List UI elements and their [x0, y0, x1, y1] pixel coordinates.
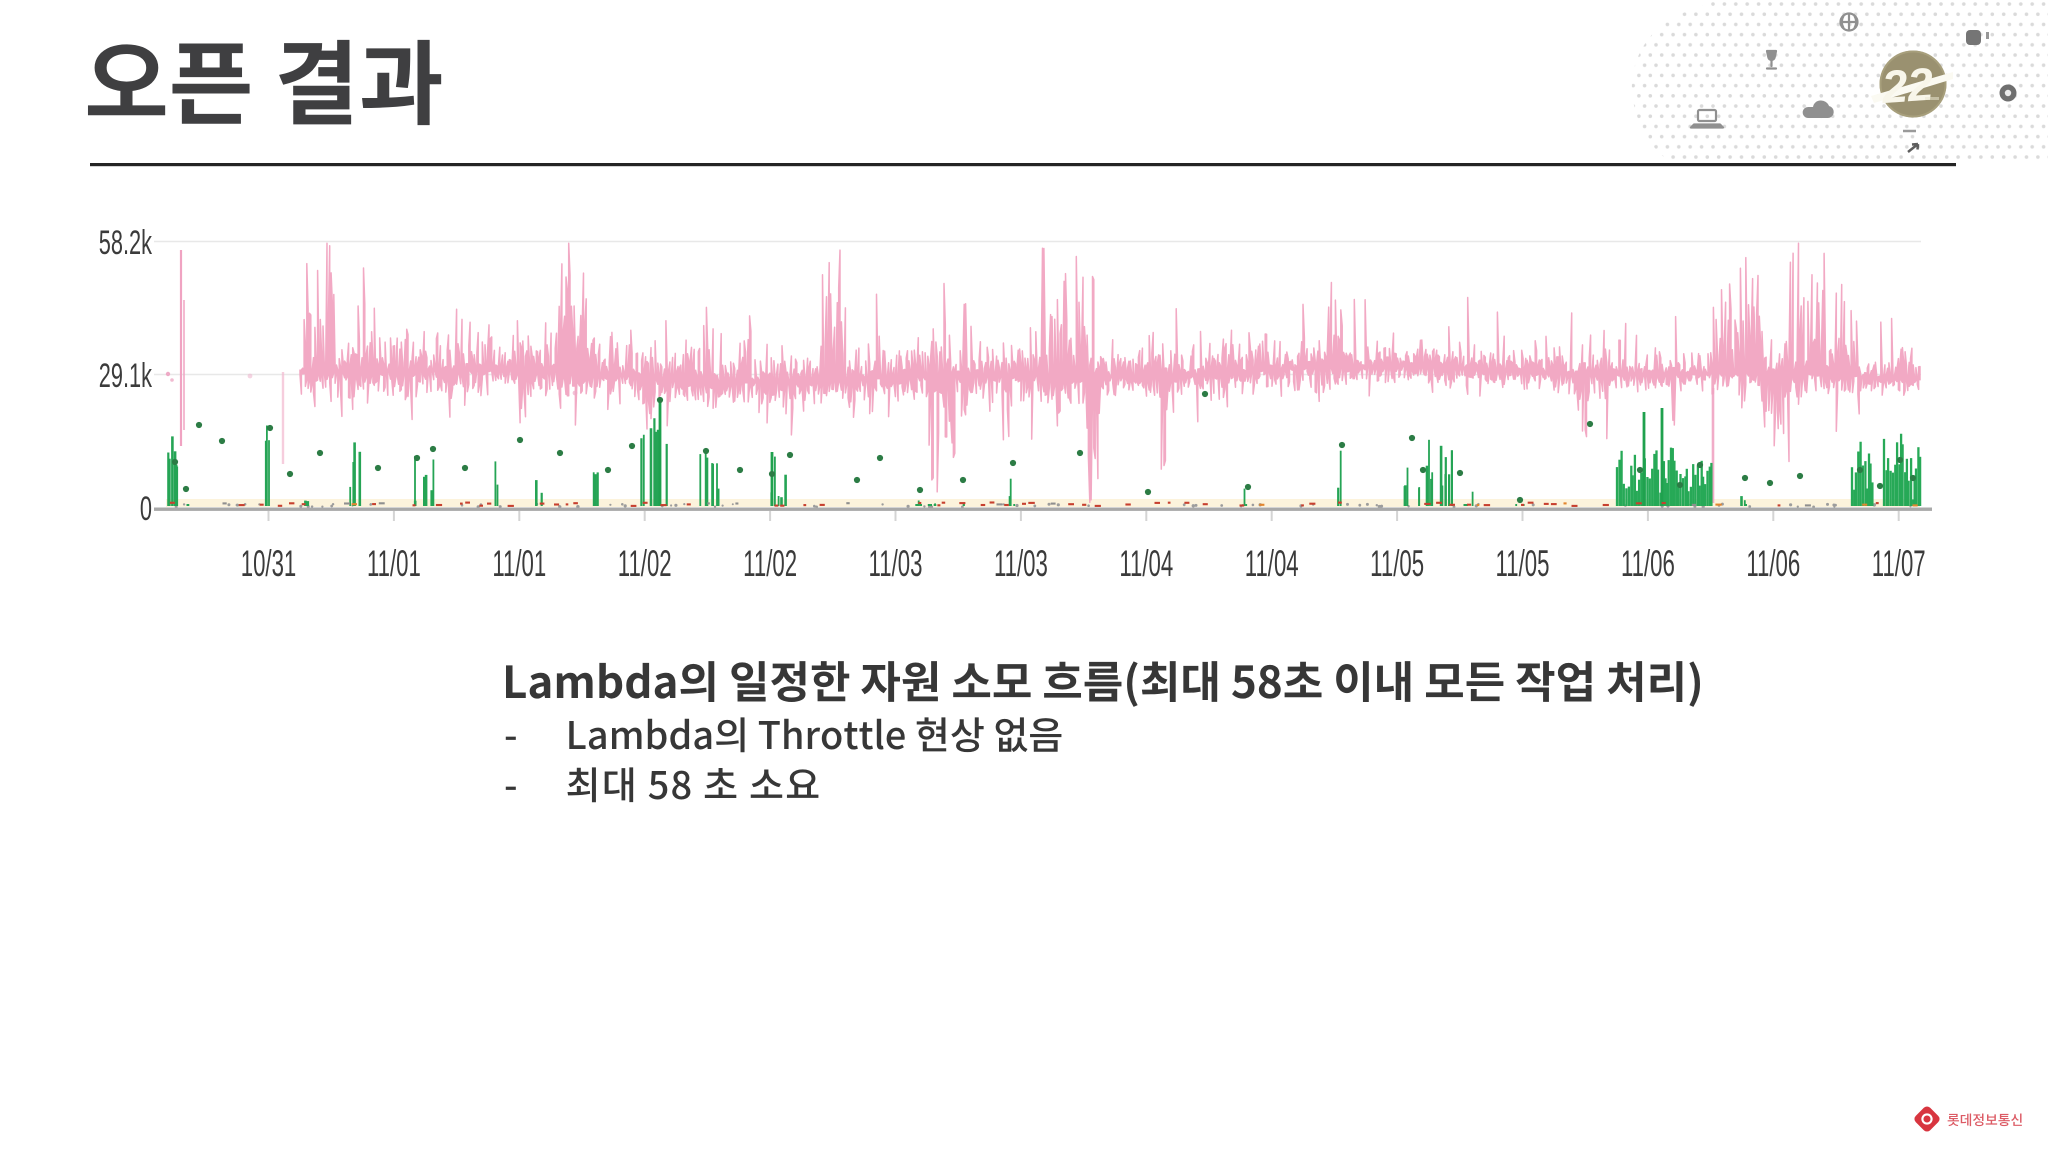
svg-text:11/01: 11/01	[492, 543, 546, 584]
svg-text:11/05: 11/05	[1370, 543, 1424, 584]
svg-text:11/03: 11/03	[869, 543, 923, 584]
svg-text:11/01: 11/01	[367, 543, 421, 584]
svg-text:11/05: 11/05	[1496, 543, 1550, 584]
svg-text:11/02: 11/02	[618, 543, 672, 584]
svg-text:22: 22	[1879, 58, 1935, 114]
svg-text:11/04: 11/04	[1245, 543, 1299, 584]
svg-text:11/06: 11/06	[1746, 543, 1800, 584]
svg-text:11/02: 11/02	[743, 543, 797, 584]
svg-text:11/03: 11/03	[994, 543, 1048, 584]
svg-text:11/06: 11/06	[1621, 543, 1675, 584]
svg-text:11/04: 11/04	[1119, 543, 1173, 584]
svg-text:11/07: 11/07	[1872, 543, 1926, 584]
svg-text:58.2k: 58.2k	[99, 224, 153, 262]
svg-text:10/31: 10/31	[241, 543, 297, 584]
svg-text:0: 0	[140, 490, 152, 528]
svg-text:29.1k: 29.1k	[99, 357, 153, 395]
